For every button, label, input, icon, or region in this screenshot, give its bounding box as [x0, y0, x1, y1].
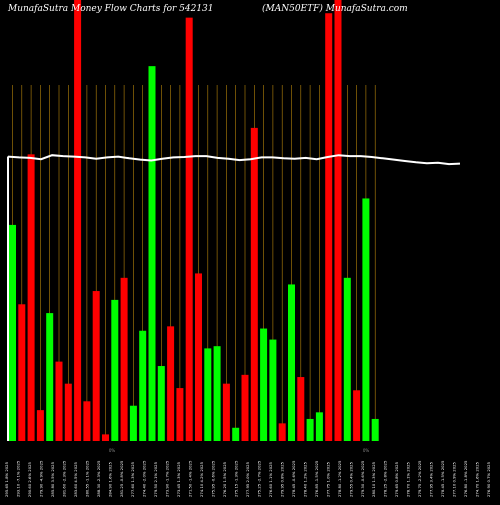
x-tick-label: 279.50 2.1% 2025 — [153, 461, 158, 497]
x-tick-label: 284.90 1.6% 2025 — [107, 461, 112, 497]
x-tick-label: 279.65 0.8% 2025 — [394, 461, 399, 497]
money-flow-bar — [241, 374, 249, 441]
money-flow-bar — [27, 154, 35, 441]
x-axis-tick-labels: 295.65 1.8% 2025 293.10 -7.1% 2025 290.60 … — [4, 460, 491, 497]
x-tick-label: 288.30 -2.3% 2025 — [96, 460, 101, 497]
money-flow-bar — [306, 418, 314, 441]
money-flow-bar — [111, 299, 119, 441]
money-flow-bar — [260, 328, 268, 441]
zero-marker-label: 0% — [363, 448, 370, 453]
x-tick-label: 274.10 4.2% 2025 — [199, 461, 204, 497]
x-tick-label: 278.45 -0.6% 2025 — [291, 460, 296, 497]
money-flow-bars — [9, 0, 379, 442]
money-flow-bar — [353, 390, 361, 441]
money-flow-bar — [148, 66, 156, 442]
money-flow-bar — [18, 304, 26, 441]
money-flow-bar — [195, 273, 202, 441]
x-tick-label: 280.55 -1.1% 2025 — [84, 460, 89, 497]
x-tick-label: 280.10 1.3% 2025 — [371, 461, 376, 497]
money-flow-bar — [64, 383, 72, 441]
header-left-title: MunafaSutra Money Flow Charts for 542131 — [8, 4, 214, 14]
x-tick-label: 275.95 -0.6% 2025 — [211, 460, 216, 497]
x-tick-label: 281.60 -2.3% 2025 — [61, 460, 66, 497]
money-flow-bar — [9, 224, 16, 441]
zero-marker-label: 0% — [109, 448, 116, 453]
money-flow-bar — [102, 434, 109, 441]
x-tick-label: 277.75 1.0% 2025 — [325, 461, 330, 497]
money-flow-bar — [74, 0, 82, 441]
x-tick-label: 277.60 1.3% 2025 — [130, 461, 135, 497]
x-tick-label: 279.75 -2.2% 2025 — [417, 460, 422, 497]
money-flow-bar — [269, 339, 277, 441]
money-flow-bar — [36, 410, 44, 441]
money-flow-bar — [120, 277, 128, 441]
x-tick-label: 277.95 2.0% 2025 — [245, 461, 250, 497]
money-flow-bar — [250, 127, 258, 441]
x-tick-label: 285.80 3.5% 2025 — [50, 461, 55, 497]
money-flow-bar — [83, 401, 91, 441]
money-flow-bar — [362, 198, 370, 441]
x-tick-label: 277.10 0.9% 2025 — [452, 461, 457, 497]
x-tick-label: 276.80 -1.8% 2025 — [463, 460, 468, 497]
money-flow-bar — [129, 405, 137, 441]
x-tick-label: 275.15 -1.3% 2025 — [234, 460, 239, 497]
money-flow-bar — [139, 330, 147, 441]
x-tick-label: 279.30 -0.6% 2025 — [360, 460, 365, 497]
money-flow-bar — [325, 13, 333, 441]
x-tick-label: 283.60 4.5% 2025 — [73, 461, 78, 497]
x-tick-label: 278.25 -2.8% 2025 — [383, 460, 388, 497]
money-flow-bar — [204, 348, 212, 441]
money-flow-bar — [55, 361, 63, 441]
x-tick-label: 271.50 -1.4% 2025 — [188, 460, 193, 497]
x-tick-label: 281.25 -0.8% 2025 — [119, 460, 124, 497]
x-tick-label: 273.45 1.3% 2025 — [176, 461, 181, 497]
x-tick-label: 275.25 -2.7% 2025 — [257, 460, 262, 497]
money-flow-bar — [157, 366, 165, 441]
x-tick-label: 295.65 1.8% 2025 — [4, 461, 9, 497]
money-flow-bar — [334, 0, 342, 441]
money-flow-bar — [315, 412, 323, 441]
money-flow-bar — [371, 418, 379, 441]
x-tick-label: 273.90 -1.7% 2025 — [165, 460, 170, 497]
x-tick-label: 278.45 -1.5% 2025 — [440, 460, 445, 497]
x-tick-label: 276.90 0.7% 2025 — [486, 461, 491, 497]
x-tick-label: 279.95 0.8% 2025 — [279, 461, 284, 497]
money-flow-bar — [213, 346, 221, 441]
x-tick-label: 274.40 -2.0% 2025 — [142, 460, 147, 497]
x-tick-label: 278.40 1.2% 2025 — [302, 461, 307, 497]
money-flow-bar — [343, 277, 351, 441]
x-tick-label: 274.70 1.6% 2025 — [475, 461, 480, 497]
price-line — [7, 154, 461, 166]
money-flow-bar — [185, 17, 193, 441]
money-flow-bar — [232, 427, 240, 441]
x-tick-label: 293.10 -7.1% 2025 — [16, 460, 21, 497]
money-flow-bar — [92, 291, 100, 441]
x-tick-label: 277.95 3.4% 2025 — [429, 461, 434, 497]
x-tick-label: 278.80 -1.2% 2025 — [337, 460, 342, 497]
x-tick-label: 276.60 1.1% 2025 — [268, 461, 273, 497]
x-tick-label: 276.20 1.5% 2025 — [222, 461, 227, 497]
money-flow-bar — [167, 326, 175, 441]
header-right-title: (MAN50ETF) MunafaSutra.com — [262, 4, 408, 14]
money-flow-bar — [297, 377, 305, 441]
money-flow-bar — [46, 313, 54, 441]
x-tick-label: 276.85 -1.5% 2025 — [314, 460, 319, 497]
x-tick-label: 279.90 -4.9% 2025 — [38, 460, 43, 497]
money-flow-bar — [288, 284, 295, 441]
x-tick-label: 278.70 1.1% 2025 — [406, 461, 411, 497]
money-flow-bar — [222, 383, 230, 441]
money-flow-bar — [176, 388, 184, 441]
money-flow-bar — [278, 423, 286, 441]
x-tick-label: 279.55 0.4% 2025 — [348, 461, 353, 497]
price-line-layer — [7, 154, 461, 441]
zero-markers: 0% 0% — [109, 448, 370, 453]
x-tick-label: 290.60 2.6% 2025 — [27, 461, 32, 497]
